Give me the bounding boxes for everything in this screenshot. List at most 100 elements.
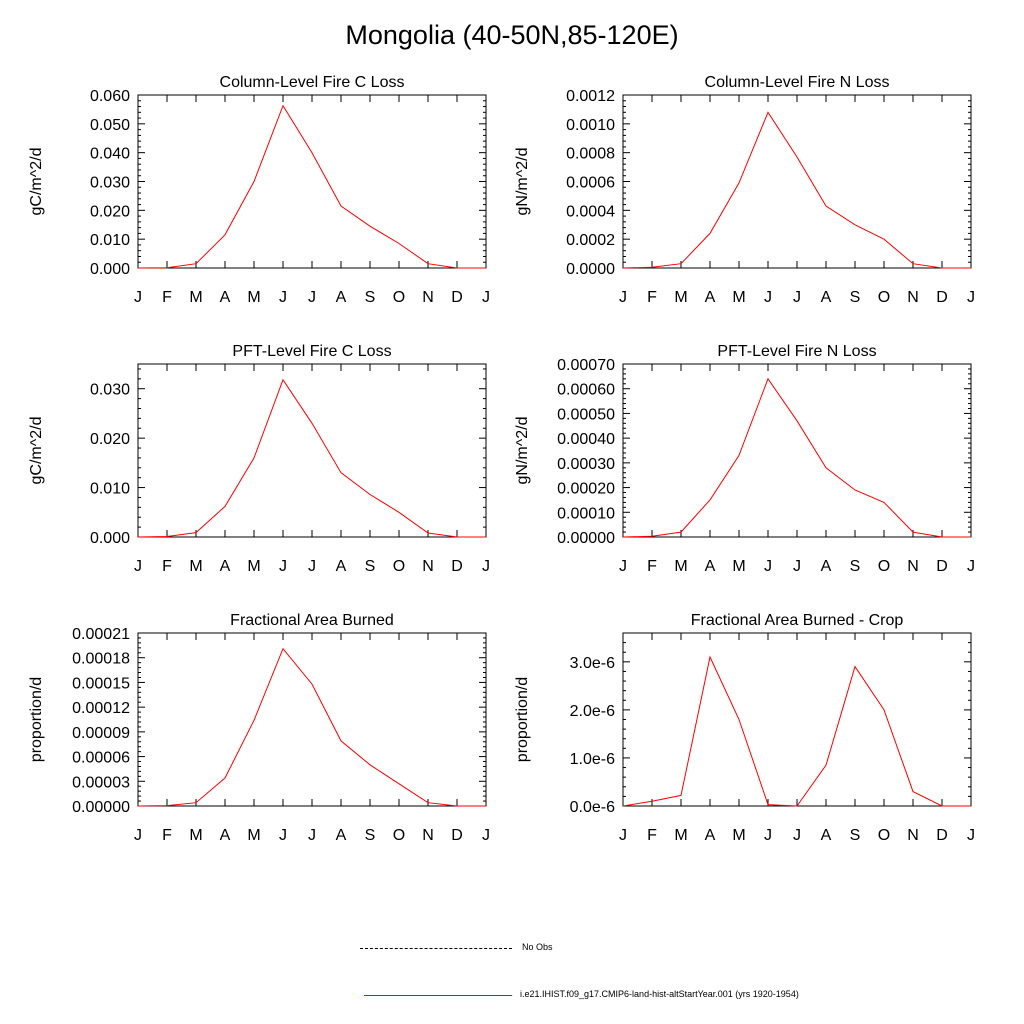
x-tick-label: J: [134, 827, 142, 844]
chart-title: PFT-Level Fire N Loss: [717, 343, 876, 360]
x-tick-label: S: [850, 558, 861, 575]
x-tick-label: F: [162, 558, 172, 575]
y-tick-label: 0.00010: [557, 505, 615, 522]
x-tick-label: J: [967, 289, 975, 306]
series-line: [137, 104, 486, 269]
x-tick-label: M: [732, 289, 745, 306]
x-tick-label: J: [482, 289, 490, 306]
plot-frame: [137, 363, 487, 538]
y-tick-label: 0.00050: [557, 406, 615, 423]
x-tick-label: J: [482, 558, 490, 575]
x-tick-label: D: [936, 558, 948, 575]
chart-title: Column-Level Fire N Loss: [705, 74, 890, 91]
y-axis-label: proportion/d: [28, 677, 45, 762]
y-tick-label: 0.00015: [72, 675, 130, 692]
x-tick-label: D: [936, 827, 948, 844]
chart-title: Column-Level Fire C Loss: [220, 74, 405, 91]
x-tick-label: F: [647, 289, 657, 306]
x-tick-label: A: [336, 289, 347, 306]
legend-obs: No Obs: [360, 942, 560, 956]
y-tick-label: 0.00012: [72, 700, 130, 717]
x-tick-label: M: [674, 289, 687, 306]
x-tick-label: J: [279, 558, 287, 575]
y-tick-label: 0.0008: [566, 146, 615, 163]
y-tick-label: 0.010: [90, 481, 130, 498]
x-tick-label: A: [336, 558, 347, 575]
x-tick-label: N: [422, 558, 434, 575]
y-tick-label: 0.060: [90, 88, 130, 105]
chart-panel-6: Fractional Area Burned - Crop 0.0e-6 1.0e-…: [514, 612, 975, 844]
x-tick-label: A: [220, 289, 231, 306]
x-tick-label: O: [878, 289, 890, 306]
x-tick-label: J: [279, 827, 287, 844]
y-axis-label: gC/m^2/d: [28, 148, 45, 216]
x-tick-label: N: [422, 827, 434, 844]
y-tick-label: 0.00040: [557, 431, 615, 448]
y-tick-label: 0.00060: [557, 382, 615, 399]
plot-frame: [137, 632, 487, 807]
y-tick-label: 0.0e-6: [570, 799, 615, 816]
legend-model-label: i.e21.IHIST.f09_g17.CMIP6-land-hist-altS…: [520, 989, 799, 999]
x-tick-label: A: [220, 558, 231, 575]
x-tick-label: N: [907, 558, 919, 575]
x-tick-label: N: [422, 289, 434, 306]
y-tick-label: 3.0e-6: [570, 655, 615, 672]
x-tick-label: M: [732, 558, 745, 575]
chart-panel-5: Fractional Area Burned 0.00000 0.00003 0.00…: [28, 612, 490, 844]
x-tick-label: O: [393, 827, 405, 844]
x-tick-label: S: [365, 827, 376, 844]
x-tick-label: O: [878, 827, 890, 844]
y-tick-label: 0.0000: [566, 261, 615, 278]
x-tick-label: J: [764, 289, 772, 306]
y-tick-label: 0.00000: [72, 799, 130, 816]
x-tick-label: O: [878, 558, 890, 575]
legend-model-line-sample: [364, 995, 512, 996]
y-tick-label: 0.000: [90, 530, 130, 547]
y-tick-label: 0.0002: [566, 232, 615, 249]
x-tick-label: M: [189, 558, 202, 575]
x-tick-label: J: [793, 289, 801, 306]
x-tick-label: A: [821, 289, 832, 306]
series-line: [137, 647, 486, 807]
x-tick-label: M: [247, 289, 260, 306]
x-tick-label: M: [247, 558, 260, 575]
chart-panel-1: Column-Level Fire C Loss 0.000 0.010 0.020 0…: [28, 74, 490, 306]
y-axis-label: proportion/d: [514, 677, 531, 762]
x-tick-label: A: [821, 827, 832, 844]
y-tick-label: 0.00070: [557, 357, 615, 374]
y-tick-label: 2.0e-6: [570, 703, 615, 720]
legend-obs-line-sample: [360, 948, 512, 949]
x-tick-label: J: [793, 558, 801, 575]
y-tick-label: 0.030: [90, 382, 130, 399]
x-tick-label: A: [336, 827, 347, 844]
x-tick-label: M: [674, 827, 687, 844]
y-tick-label: 0.00000: [557, 530, 615, 547]
chart-panel-3: PFT-Level Fire C Loss 0.000 0.010 0.020 0.03…: [28, 343, 490, 575]
y-tick-label: 0.00020: [557, 481, 615, 498]
x-tick-label: J: [279, 289, 287, 306]
x-tick-label: M: [674, 558, 687, 575]
x-tick-label: J: [619, 827, 627, 844]
legend-obs-label: No Obs: [522, 942, 553, 952]
series-line: [622, 655, 971, 807]
y-tick-label: 0.00018: [72, 651, 130, 668]
y-tick-label: 1.0e-6: [570, 751, 615, 768]
x-tick-label: M: [732, 827, 745, 844]
x-tick-label: A: [705, 558, 716, 575]
y-axis-label: gN/m^2/d: [514, 417, 531, 485]
x-tick-label: S: [365, 558, 376, 575]
x-tick-label: M: [189, 827, 202, 844]
x-tick-label: J: [764, 827, 772, 844]
y-tick-label: 0.050: [90, 117, 130, 134]
x-tick-label: O: [393, 289, 405, 306]
plot-frame: [137, 94, 487, 269]
x-tick-label: N: [907, 827, 919, 844]
x-tick-label: J: [134, 558, 142, 575]
x-tick-label: J: [793, 827, 801, 844]
y-tick-label: 0.0006: [566, 175, 615, 192]
y-tick-label: 0.010: [90, 232, 130, 249]
series-line: [622, 377, 971, 538]
x-tick-label: A: [705, 827, 716, 844]
y-tick-label: 0.020: [90, 431, 130, 448]
